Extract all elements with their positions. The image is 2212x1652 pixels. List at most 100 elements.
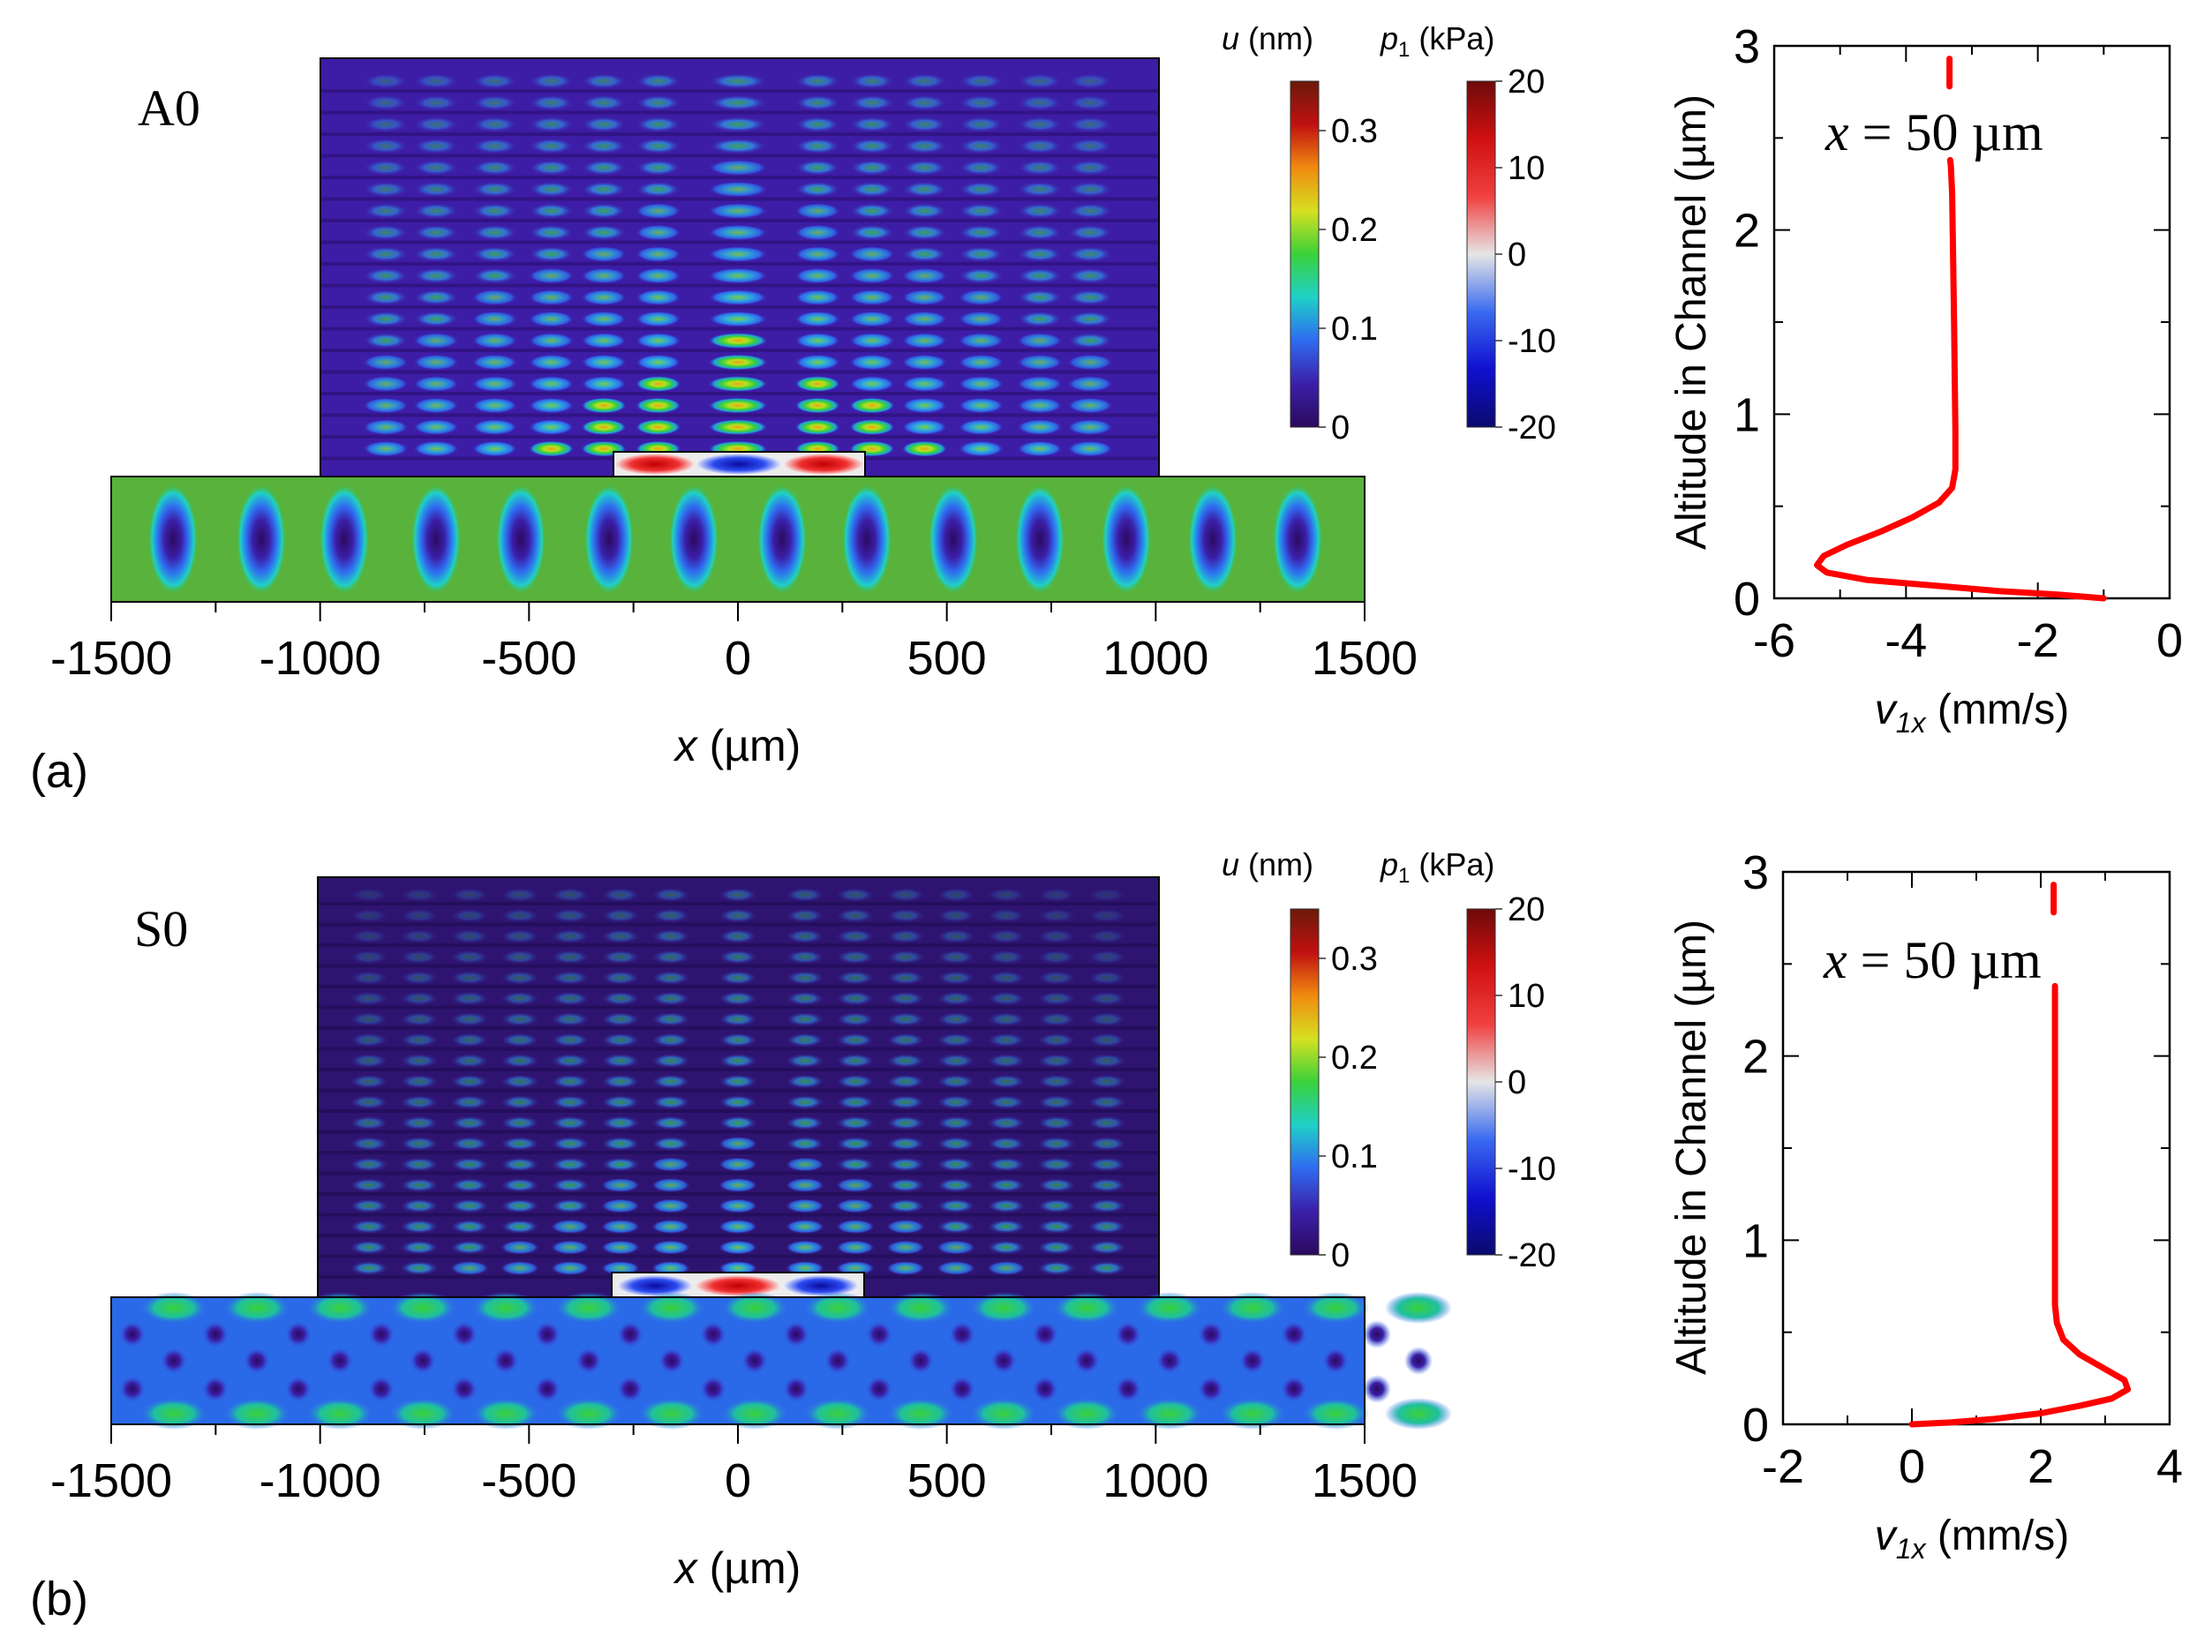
- fluid-blob: [794, 397, 841, 414]
- fluid-blob: [1017, 397, 1063, 414]
- fluid-blob: [581, 289, 627, 305]
- fluid-blob: [794, 376, 841, 392]
- fluid-blob: [400, 1032, 439, 1048]
- fluid-blob: [551, 1032, 590, 1048]
- fluid-blob: [836, 1157, 875, 1172]
- fluid-blob: [413, 246, 459, 262]
- x-tick-label: 1000: [1102, 632, 1208, 685]
- fluid-blob: [786, 1054, 824, 1068]
- fluid-blob: [987, 1220, 1026, 1234]
- fluid-blob: [635, 160, 681, 176]
- fluid-node-line: [321, 176, 1158, 179]
- fluid-blob: [958, 376, 1004, 392]
- fluid-blob: [413, 354, 459, 371]
- substrate-node: [699, 1320, 727, 1348]
- fluid-blob: [987, 1054, 1026, 1068]
- fluid-blob: [450, 950, 489, 965]
- fluid-blob: [471, 267, 518, 284]
- fluid-blob: [1037, 1261, 1076, 1275]
- fluid-blob: [1067, 224, 1113, 241]
- fluid-blob: [901, 397, 948, 414]
- fluid-blob: [958, 354, 1004, 371]
- fluid-blob: [849, 311, 895, 327]
- fluid-blob: [528, 160, 575, 176]
- fluid-blob: [786, 1074, 824, 1089]
- fluid-blob: [363, 289, 409, 305]
- fluid-blob: [471, 94, 518, 111]
- substrate-node: [1197, 1375, 1225, 1403]
- fluid-blob: [901, 181, 948, 198]
- fluid-blob: [350, 1240, 388, 1255]
- fluid-blob: [471, 397, 518, 414]
- fluid-blob: [1087, 929, 1126, 943]
- fluid-blob: [1037, 888, 1076, 902]
- fluid-blob: [471, 160, 518, 176]
- fluid-blob: [849, 267, 895, 284]
- x-axis-label-a: x (µm): [673, 721, 801, 770]
- fluid-blob: [937, 1198, 975, 1213]
- fluid-blob: [450, 888, 489, 902]
- fluid-blob: [528, 333, 575, 349]
- fluid-blob: [836, 1095, 875, 1109]
- fluid-blob: [1017, 160, 1063, 176]
- fluid-blob: [901, 73, 948, 89]
- fluid-blob: [708, 354, 768, 371]
- fluid-blob: [413, 181, 459, 198]
- substrate-node: [555, 1398, 622, 1430]
- fluid-blob: [528, 376, 575, 392]
- fluid-blob: [719, 1157, 757, 1172]
- substrate-node: [472, 1292, 539, 1324]
- x-axis-label-b: x (µm): [673, 1543, 801, 1593]
- substrate-node: [160, 1347, 188, 1375]
- fluid-blob: [601, 908, 640, 923]
- substrate-node: [699, 1375, 727, 1403]
- fluid-blob: [413, 94, 459, 111]
- fluid-blob: [794, 311, 841, 327]
- fluid-blob: [551, 1095, 590, 1109]
- substrate-node: [367, 1320, 395, 1348]
- x-tick-label: 1000: [1102, 1454, 1208, 1507]
- fluid-blob: [551, 1157, 590, 1172]
- fluid-blob: [901, 138, 948, 154]
- plot-x-tick-label: -2: [1762, 1440, 1804, 1493]
- fluid-blob: [886, 888, 925, 902]
- substrate-node: [1155, 1347, 1184, 1375]
- fluid-blob: [500, 1220, 539, 1234]
- fluid-blob: [1067, 440, 1113, 457]
- fluid-blob: [551, 929, 590, 943]
- fluid-blob: [450, 929, 489, 943]
- substrate-node: [201, 1375, 229, 1403]
- fluid-blob: [450, 1095, 489, 1109]
- fluid-blob: [528, 224, 575, 241]
- fluid-blob: [1067, 116, 1113, 132]
- fluid-blob: [1017, 419, 1063, 435]
- fluid-blob: [400, 1074, 439, 1089]
- fluid-blob: [651, 908, 690, 923]
- fluid-blob: [1087, 991, 1126, 1006]
- fluid-blob: [886, 971, 925, 985]
- fluid-blob: [901, 354, 948, 371]
- fluid-blob: [794, 333, 841, 349]
- fluid-blob: [1017, 289, 1063, 305]
- fluid-blob: [987, 1157, 1026, 1172]
- x-tick-label: -1500: [50, 632, 172, 685]
- fluid-blob: [987, 971, 1026, 985]
- fluid-blob: [413, 203, 459, 219]
- fluid-blob: [958, 397, 1004, 414]
- fluid-blob: [528, 203, 575, 219]
- fluid-blob: [1017, 224, 1063, 241]
- substrate-node: [223, 1292, 290, 1324]
- fluid-blob: [1087, 1012, 1126, 1026]
- fluid-blob: [786, 1198, 824, 1213]
- fluid-blob: [849, 203, 895, 219]
- colorbar-tick-label: 0.1: [1331, 1138, 1378, 1175]
- substrate-node: [243, 1347, 271, 1375]
- fluid-blob: [794, 267, 841, 284]
- substrate-node: [411, 484, 461, 594]
- fluid-blob: [350, 1054, 388, 1068]
- fluid-blob: [635, 354, 681, 371]
- fluid-blob: [987, 1240, 1026, 1255]
- fluid-blob: [849, 160, 895, 176]
- fluid-blob: [886, 908, 925, 923]
